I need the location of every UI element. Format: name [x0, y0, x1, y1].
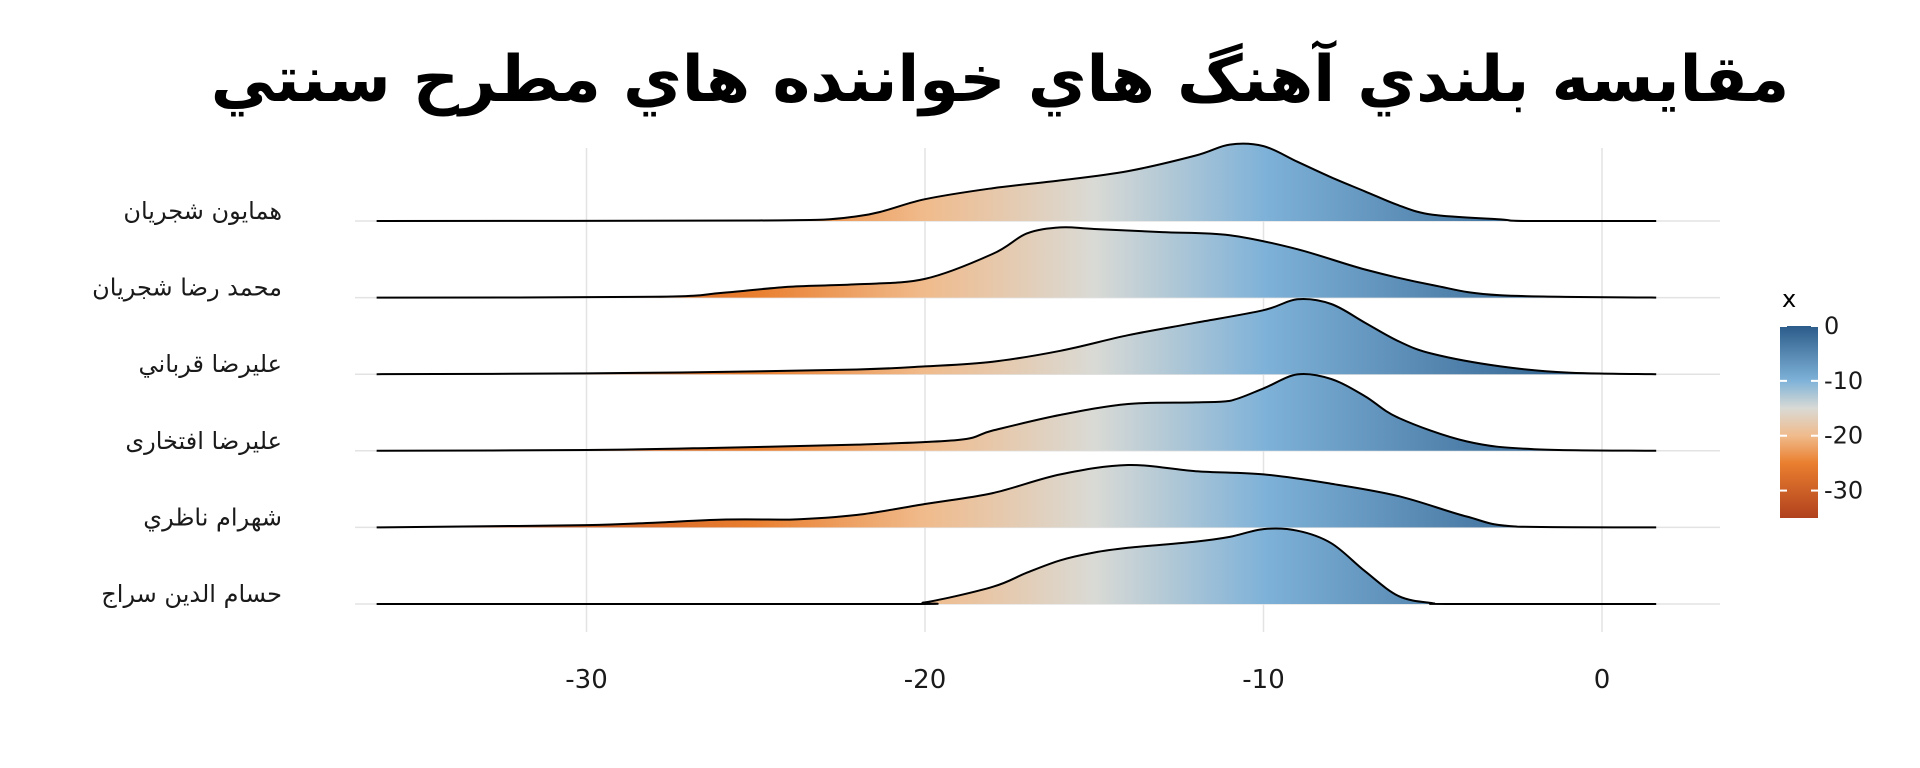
ridge-outline — [376, 527, 1657, 606]
row-label: عليرضا قرباني — [139, 350, 282, 378]
ridge-area — [376, 464, 1657, 528]
legend-title: x — [1782, 285, 1796, 313]
legend-tick-label: -10 — [1824, 367, 1863, 395]
color-legend: x 0 -10 -20 -30 — [1780, 285, 1863, 518]
row-label: حسام الدين سراج — [101, 580, 282, 608]
row-label: محمد رضا شجريان — [92, 274, 282, 302]
ridge-area — [376, 373, 1657, 451]
x-tick-label: -20 — [904, 665, 946, 695]
ridge-outline — [376, 226, 1657, 299]
x-tick-label: -10 — [1242, 665, 1284, 695]
legend-colorbar — [1780, 326, 1818, 518]
legend-tick-label: -30 — [1824, 477, 1863, 505]
ridge-outline — [376, 142, 1657, 223]
legend-tick-label: -20 — [1824, 422, 1863, 450]
row-labels: همايون شجريان محمد رضا شجريان عليرضا قربان… — [92, 197, 282, 608]
row-label: همايون شجريان — [123, 197, 282, 225]
x-tick-label: -30 — [565, 665, 607, 695]
x-axis-ticks: -30 -20 -10 0 — [565, 665, 1610, 695]
ridge-outline — [376, 372, 1657, 452]
row-label: عليرضا افتخارى — [125, 427, 282, 455]
ridges — [376, 142, 1657, 606]
ridge-area — [376, 528, 1657, 604]
ridge-outline — [376, 463, 1657, 529]
ridge-area — [376, 227, 1657, 298]
row-label: شهرام ناظري — [143, 503, 282, 531]
x-tick-label: 0 — [1594, 665, 1611, 695]
legend-tick-label: 0 — [1824, 312, 1839, 340]
ridge-area — [376, 299, 1657, 375]
chart-title: مقايسه بلندي آهنگ هاي خواننده هاي مطرح س… — [211, 39, 1790, 117]
ridge-area — [376, 143, 1657, 221]
ridge-outline — [376, 298, 1657, 376]
